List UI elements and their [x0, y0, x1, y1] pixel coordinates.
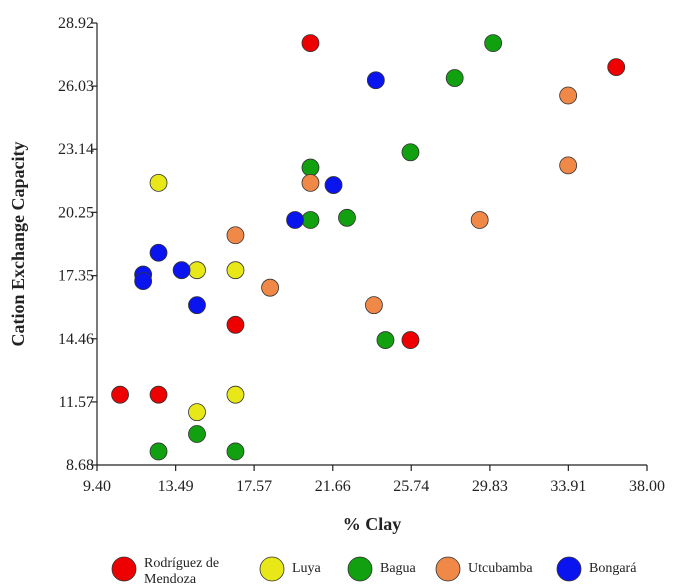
x-tick-label: 38.00 — [629, 478, 665, 495]
data-point — [301, 158, 320, 177]
y-tick-label: 11.57 — [59, 394, 94, 411]
x-axis-title: % Clay — [343, 514, 402, 534]
data-point — [226, 442, 245, 461]
y-tick-label: 20.25 — [58, 204, 94, 221]
data-point — [111, 385, 129, 404]
data-point — [134, 272, 153, 291]
data-point — [607, 58, 626, 77]
x-tick-label: 13.49 — [158, 478, 194, 495]
axes — [96, 23, 647, 466]
y-tick-label: 23.14 — [58, 141, 94, 158]
data-points — [111, 34, 626, 461]
legend-marker — [259, 556, 285, 582]
data-point — [226, 385, 245, 404]
x-ticks: 9.40 13.49 17.57 21.66 25.74 29.83 33.91 38.00 — [83, 465, 665, 495]
data-point — [261, 278, 279, 297]
y-axis-title: Cation Exchange Capacity — [8, 141, 28, 346]
legend-item: Bagua — [347, 556, 417, 582]
legend-item: Utcubamba — [435, 556, 533, 582]
data-point — [286, 211, 304, 229]
legend-marker — [347, 556, 373, 582]
data-point — [470, 211, 489, 229]
data-point — [559, 86, 578, 105]
data-point — [376, 331, 395, 349]
data-point — [365, 296, 383, 315]
data-point — [226, 315, 245, 334]
legend-marker — [435, 556, 461, 582]
data-point — [188, 261, 206, 280]
data-point — [188, 425, 206, 443]
data-point — [559, 156, 578, 175]
x-tick-label: 9.40 — [83, 478, 111, 495]
legend-label-line2: Mendoza — [144, 572, 197, 587]
data-point — [401, 143, 420, 162]
y-ticks: 8.68 11.57 14.46 17.35 20.25 23.14 26.03 28.92 — [58, 15, 97, 474]
data-point — [401, 331, 420, 349]
legend-label: Utcubamba — [468, 561, 533, 576]
x-tick-label: 29.83 — [472, 478, 508, 495]
y-tick-label: 26.03 — [58, 78, 94, 95]
data-point — [172, 261, 191, 280]
x-tick-label: 25.74 — [393, 478, 429, 495]
data-point — [484, 34, 503, 52]
legend-marker — [111, 556, 137, 582]
data-point — [226, 226, 245, 245]
data-point — [324, 176, 343, 194]
x-tick-label: 21.66 — [315, 478, 351, 495]
data-point — [149, 385, 168, 404]
data-point — [338, 208, 356, 227]
legend-label: Luya — [292, 561, 322, 576]
data-point — [366, 71, 385, 90]
data-point — [149, 243, 168, 262]
data-point — [149, 173, 168, 192]
data-point — [301, 34, 320, 52]
data-point — [301, 211, 320, 229]
legend-label: Rodríguez de — [144, 556, 219, 571]
x-tick-label: 17.57 — [236, 478, 272, 495]
y-tick-label: 17.35 — [58, 268, 94, 285]
legend-label: Bagua — [380, 561, 417, 576]
data-point — [188, 403, 206, 422]
legend-item: Luya — [259, 556, 322, 582]
y-tick-label: 14.46 — [58, 331, 94, 348]
y-tick-label: 28.92 — [58, 15, 94, 32]
data-point — [301, 173, 320, 192]
legend-item: Bongará — [556, 556, 637, 582]
legend-label: Bongará — [589, 561, 637, 576]
data-point — [445, 69, 464, 87]
y-tick-label: 8.68 — [66, 457, 94, 474]
data-point — [226, 261, 245, 280]
data-point — [149, 442, 168, 461]
legend-marker — [556, 556, 582, 582]
x-tick-label: 33.91 — [550, 478, 586, 495]
data-point — [188, 296, 206, 315]
